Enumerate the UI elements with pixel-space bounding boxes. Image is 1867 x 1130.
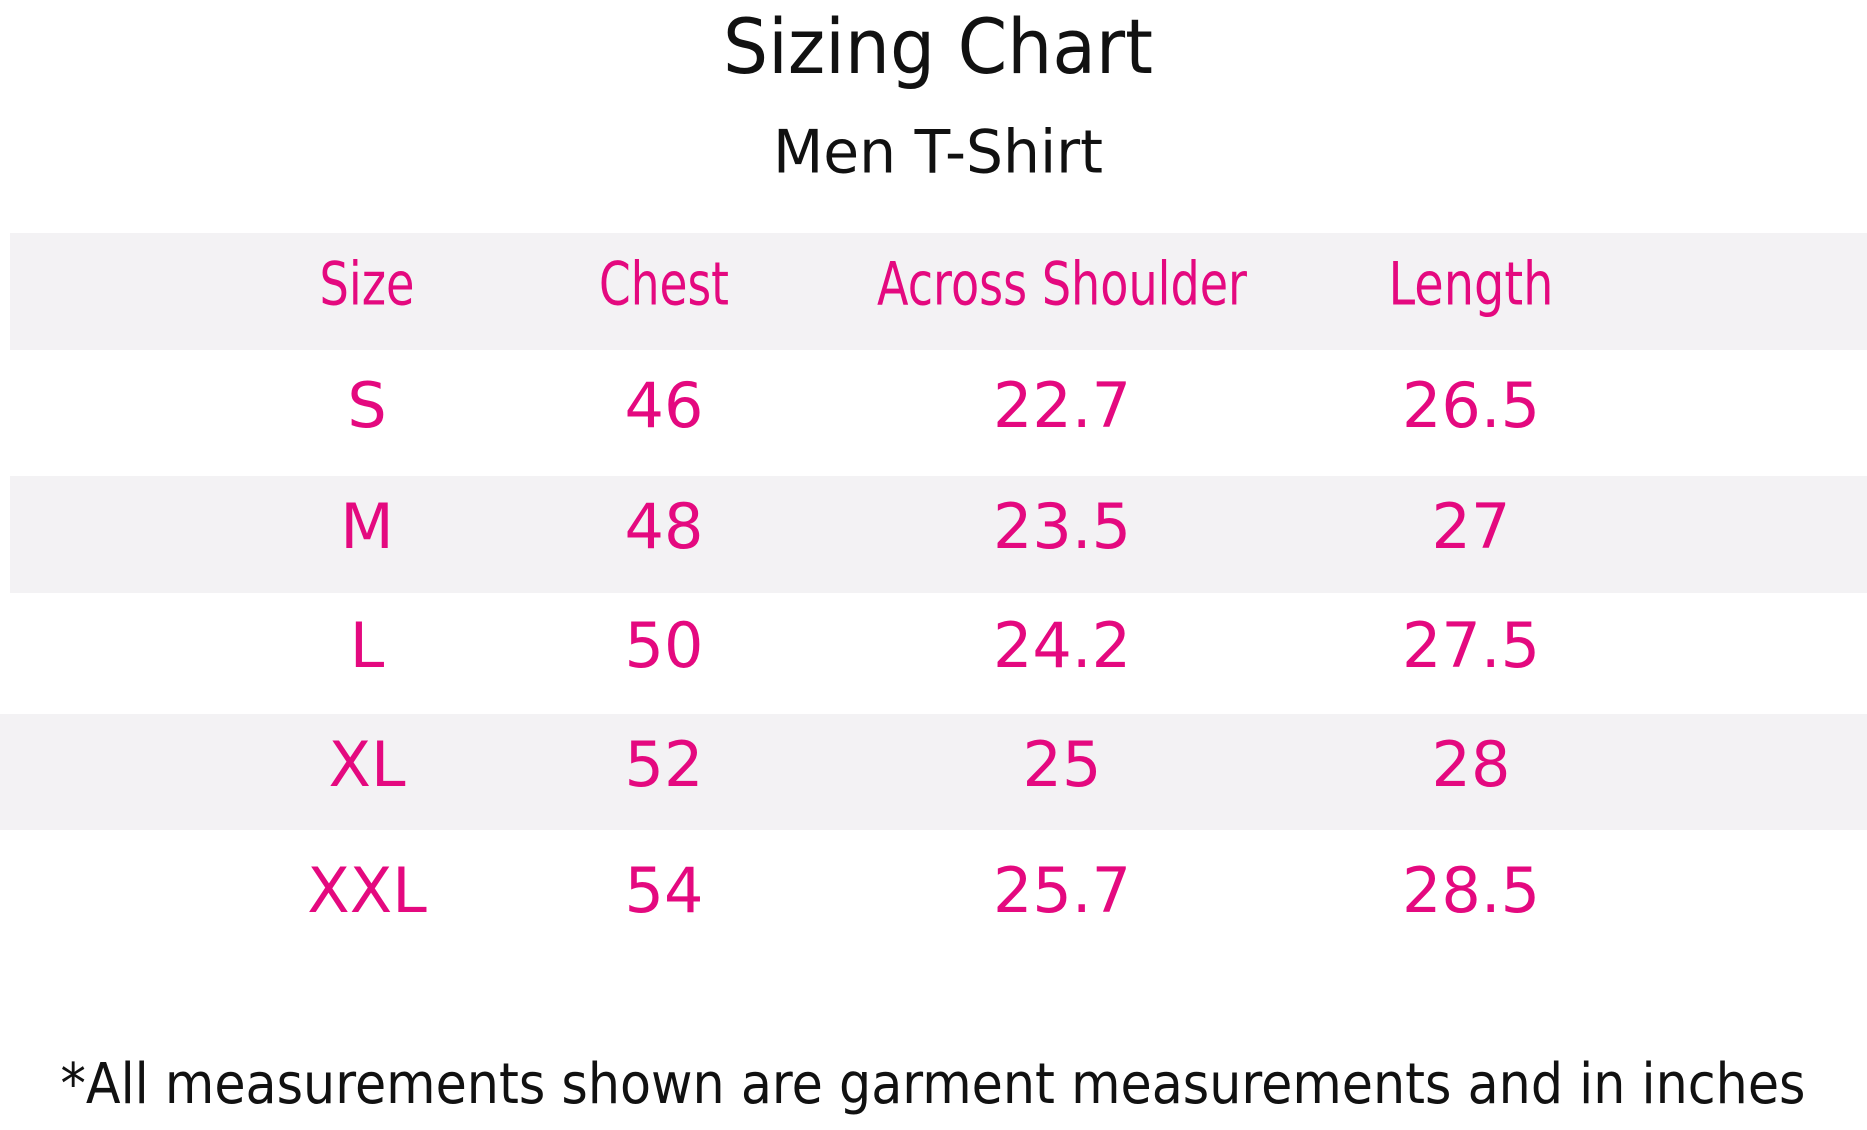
table-cell: 28 bbox=[1432, 728, 1511, 801]
table-cell: 46 bbox=[625, 369, 704, 442]
table-cell: 24.2 bbox=[993, 609, 1131, 682]
table-cell: 48 bbox=[625, 490, 704, 563]
table-cell: XXL bbox=[307, 854, 427, 927]
column-header: Size bbox=[320, 250, 415, 320]
table-cell: 50 bbox=[625, 609, 704, 682]
table-cell: 52 bbox=[625, 728, 704, 801]
table-cell: XL bbox=[328, 728, 405, 801]
table-cell: S bbox=[347, 369, 386, 442]
table-cell: 25 bbox=[1023, 728, 1102, 801]
column-header: Chest bbox=[599, 250, 729, 320]
title: Sizing Chart bbox=[723, 2, 1153, 91]
table-cell: 27.5 bbox=[1402, 609, 1540, 682]
table-cell: 22.7 bbox=[993, 369, 1131, 442]
table-cell: 23.5 bbox=[993, 490, 1131, 563]
table-cell: M bbox=[340, 490, 394, 563]
table-cell: 25.7 bbox=[993, 854, 1131, 927]
table-cell: L bbox=[350, 609, 385, 682]
table-cell: 54 bbox=[625, 854, 704, 927]
row-band bbox=[0, 714, 1867, 830]
header-band bbox=[10, 233, 1867, 350]
row-band bbox=[10, 476, 1867, 593]
table-cell: 26.5 bbox=[1402, 369, 1540, 442]
table-cell: 27 bbox=[1432, 490, 1511, 563]
column-header: Length bbox=[1389, 250, 1554, 320]
column-header: Across Shoulder bbox=[877, 250, 1247, 320]
footnote: *All measurements shown are garment meas… bbox=[61, 1052, 1806, 1117]
table-cell: 28.5 bbox=[1402, 854, 1540, 927]
subtitle: Men T-Shirt bbox=[773, 118, 1103, 188]
